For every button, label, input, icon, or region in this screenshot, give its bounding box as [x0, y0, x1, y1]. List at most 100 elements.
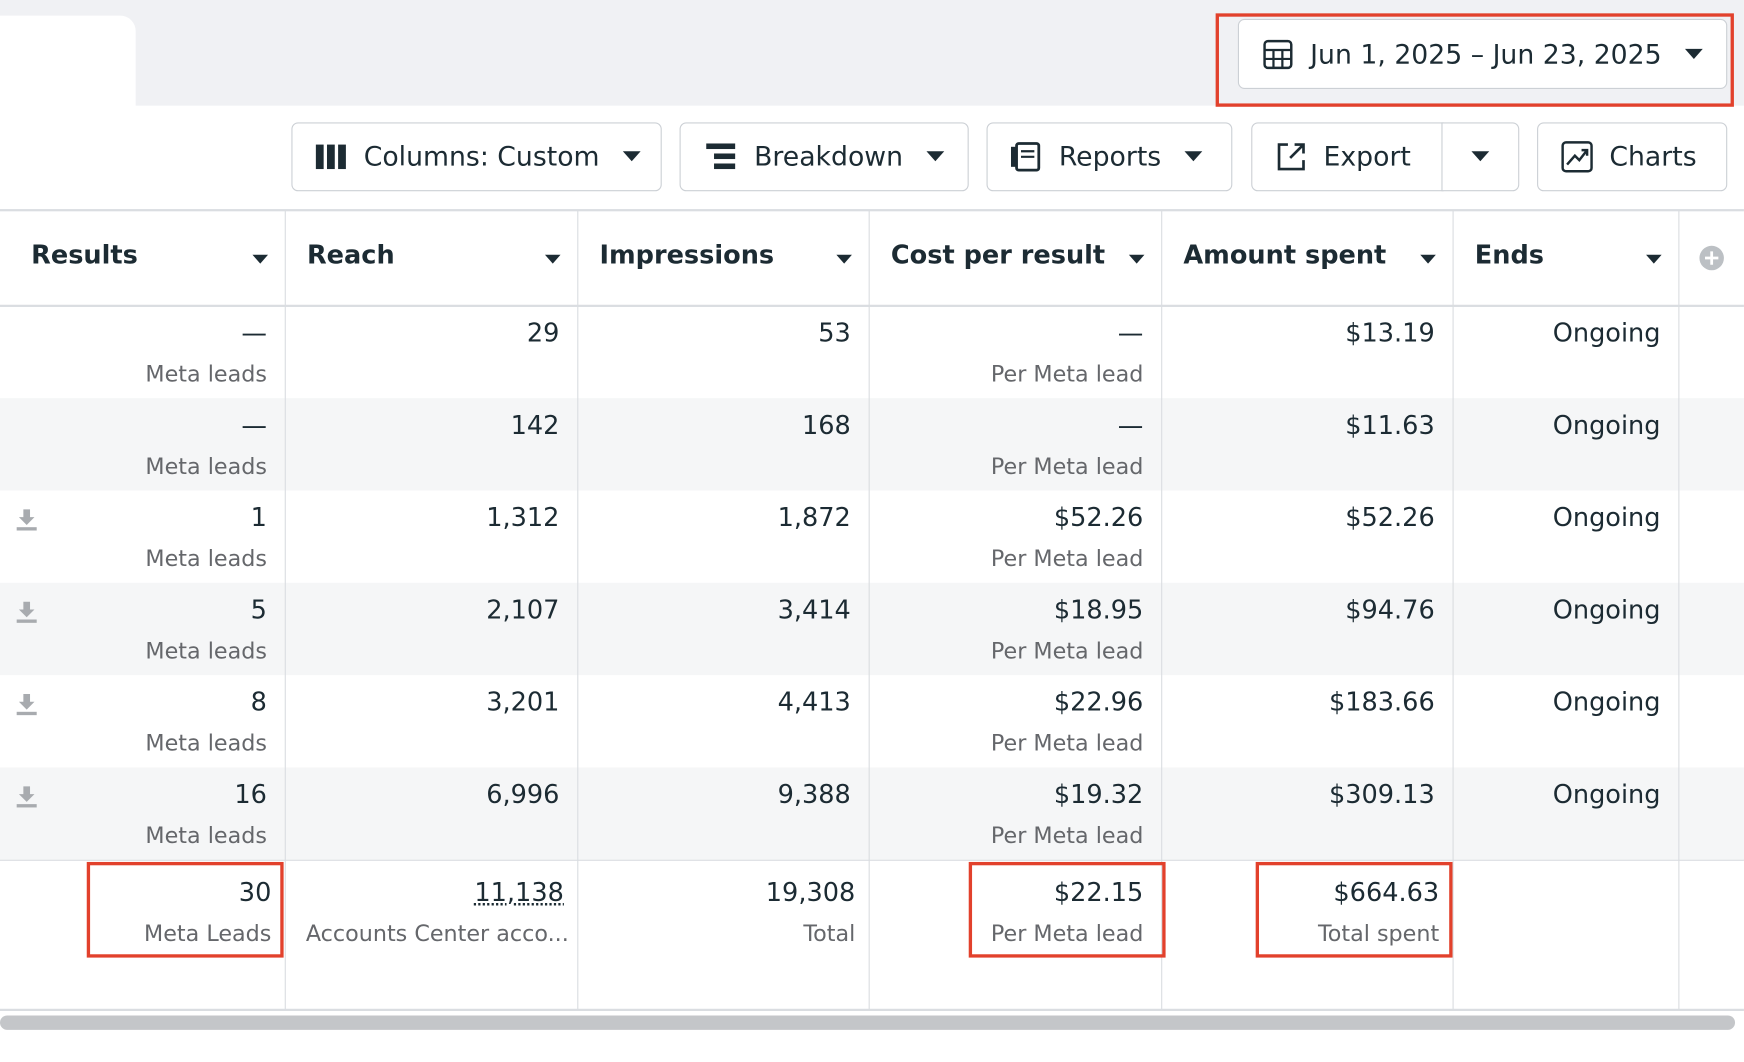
results: —	[241, 319, 267, 349]
total-spent: $664.63	[1333, 878, 1440, 908]
impressions: 9,388	[777, 780, 851, 810]
amount-spent: $52.26	[1345, 503, 1435, 533]
amount-spent: $309.13	[1328, 780, 1435, 810]
reports-icon	[1010, 142, 1041, 172]
tab	[0, 15, 136, 116]
label: Columns: Custom	[363, 141, 600, 173]
charts-button[interactable]: Charts	[1537, 122, 1728, 192]
cost-per-result: $19.32	[1053, 780, 1144, 810]
results-label: Meta leads	[145, 637, 267, 664]
total-reach-label: Accounts Center acco...	[305, 919, 569, 947]
cost-label: Per Meta lead	[990, 544, 1144, 572]
cost-label: Per Meta lead	[990, 729, 1144, 757]
caret	[1684, 48, 1703, 59]
amount-spent: $183.66	[1328, 688, 1435, 718]
total-cost: $22.15	[1053, 878, 1144, 908]
column-header[interactable]: Results	[31, 241, 138, 271]
sort-caret[interactable]	[1419, 254, 1437, 265]
highlight	[968, 861, 1166, 958]
column-header[interactable]: Ends	[1474, 241, 1545, 271]
label: Export	[1323, 141, 1411, 173]
ends: Ongoing	[1552, 596, 1661, 626]
columns-button[interactable]: Columns: Custom	[291, 122, 662, 192]
column-header[interactable]: Reach	[306, 241, 395, 271]
cost-label: Per Meta lead	[990, 821, 1144, 849]
column-divider	[1452, 210, 1454, 1010]
label: Breakdown	[754, 141, 904, 173]
ends: Ongoing	[1552, 688, 1661, 718]
ends: Ongoing	[1552, 319, 1661, 349]
sort-caret[interactable]	[1645, 254, 1663, 265]
reach: 29	[526, 319, 560, 349]
column-header[interactable]: Impressions	[599, 241, 775, 271]
calendar-icon	[1263, 39, 1293, 69]
date-picker[interactable]: Jun 1, 2025 – Jun 23, 2025	[1237, 18, 1728, 89]
download-icon[interactable]	[14, 784, 38, 808]
divider	[0, 1008, 1744, 1011]
total-cost-label: Per Meta lead	[990, 919, 1144, 947]
cost-label: Per Meta lead	[990, 360, 1144, 388]
results: 5	[250, 596, 267, 626]
cost-label: Per Meta lead	[990, 452, 1144, 480]
reach: 1,312	[486, 503, 560, 533]
download-icon[interactable]	[14, 692, 38, 716]
total-results-label: Meta Leads	[144, 919, 272, 947]
column-divider	[284, 210, 286, 1010]
column-divider	[868, 210, 870, 1010]
results: 8	[250, 688, 267, 718]
total-results: 30	[238, 878, 272, 908]
amount-spent: $11.63	[1345, 411, 1435, 441]
results: —	[241, 411, 267, 441]
column-header[interactable]: Cost per result	[890, 241, 1106, 271]
column-divider	[577, 210, 579, 1010]
amount-spent: $94.76	[1345, 596, 1435, 626]
results-label: Meta leads	[145, 821, 267, 849]
caret	[1471, 151, 1490, 162]
label: Reports	[1058, 141, 1162, 173]
download-icon[interactable]	[14, 507, 38, 531]
results-label: Meta leads	[145, 360, 267, 388]
caret	[622, 151, 641, 162]
reach: 3,201	[486, 688, 560, 718]
results: 16	[234, 780, 267, 810]
date-range: Jun 1, 2025 – Jun 23, 2025	[1310, 38, 1662, 70]
reports-button[interactable]: Reports	[986, 122, 1233, 192]
column-divider	[1678, 210, 1680, 1010]
breakdown-button[interactable]: Breakdown	[679, 122, 969, 192]
reach: 142	[510, 411, 560, 441]
amount-spent: $13.19	[1345, 319, 1435, 349]
sort-caret[interactable]	[544, 254, 562, 265]
total-impressions: 19,308	[765, 878, 856, 908]
cost-per-result: $52.26	[1053, 503, 1144, 533]
impressions: 1,872	[777, 503, 851, 533]
results-label: Meta leads	[145, 729, 267, 757]
total-impressions-label: Total	[803, 919, 856, 947]
total-reach: 11,138	[474, 878, 564, 908]
export-button[interactable]: Export	[1251, 122, 1444, 192]
cost-per-result: —	[1117, 411, 1144, 441]
cost-per-result: $18.95	[1053, 596, 1144, 626]
sort-caret[interactable]	[1128, 254, 1146, 265]
scrollbar[interactable]	[0, 1015, 1736, 1030]
export-menu[interactable]	[1441, 122, 1520, 192]
sort-caret[interactable]	[835, 254, 853, 265]
columns-icon	[315, 144, 346, 170]
sort-caret[interactable]	[251, 254, 269, 265]
divider	[0, 209, 1744, 211]
results-label: Meta leads	[145, 544, 267, 572]
total-spent-label: Total spent	[1317, 919, 1440, 947]
results: 1	[250, 503, 267, 533]
highlight	[86, 861, 284, 958]
download-icon[interactable]	[14, 599, 38, 623]
charts-icon	[1561, 141, 1593, 173]
impressions: 4,413	[777, 688, 851, 718]
export-icon	[1277, 143, 1305, 171]
highlight	[1215, 13, 1734, 107]
add-column[interactable]	[1698, 245, 1725, 272]
ends: Ongoing	[1552, 780, 1661, 810]
caret	[926, 151, 945, 162]
column-header[interactable]: Amount spent	[1183, 241, 1387, 271]
impressions: 53	[818, 319, 851, 349]
caret	[1184, 151, 1203, 162]
